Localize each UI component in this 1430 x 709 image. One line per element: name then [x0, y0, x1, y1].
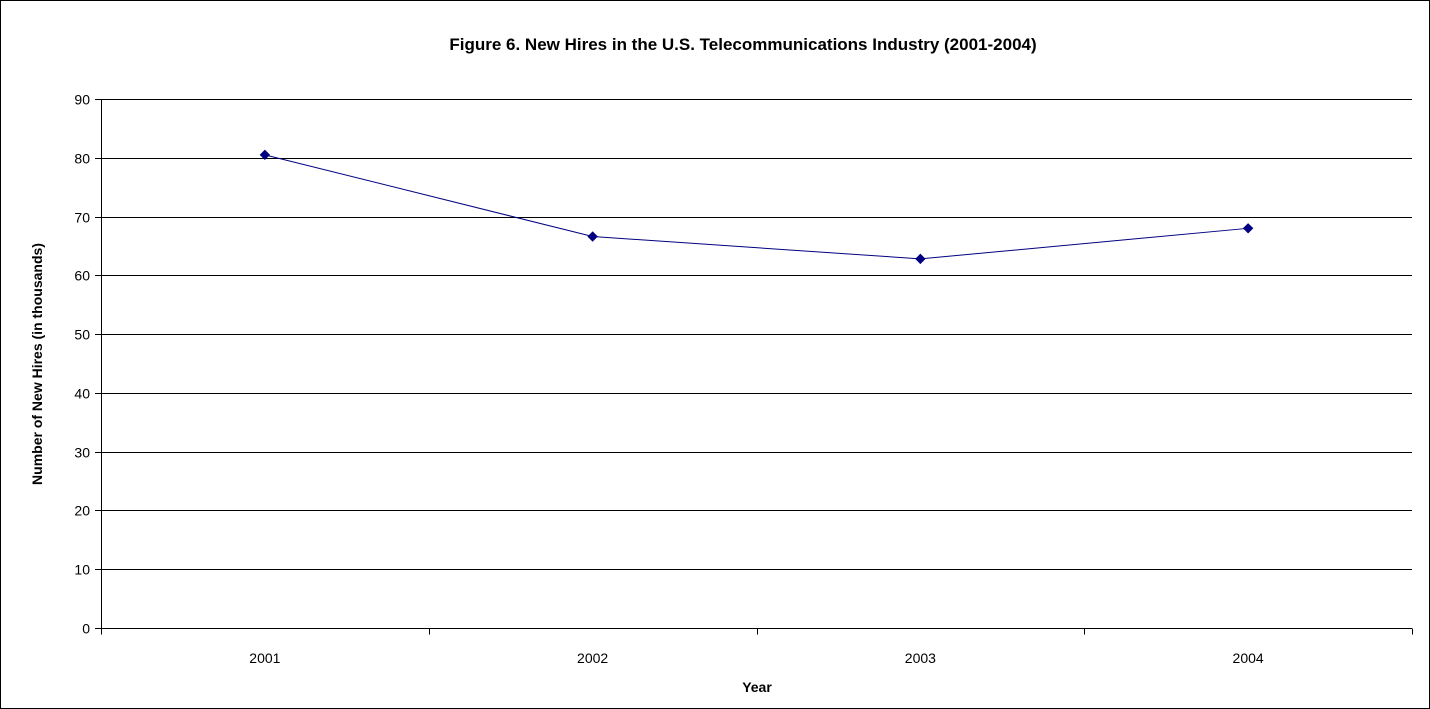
y-tick-label: 90 — [74, 92, 90, 108]
x-axis-title: Year — [742, 679, 772, 695]
y-tick-label: 60 — [74, 268, 90, 284]
y-tick-label: 10 — [74, 562, 90, 578]
series-line — [264, 154, 1249, 260]
data-point — [915, 253, 926, 265]
x-tick-label: 2002 — [577, 650, 608, 666]
data-point — [259, 149, 271, 161]
y-axis-title: Number of New Hires (in thousands) — [29, 243, 45, 485]
y-tick-label: 80 — [74, 151, 90, 167]
y-tick-label: 0 — [82, 621, 90, 637]
x-tick-label: 2004 — [1233, 650, 1264, 666]
x-tick-label: 2003 — [905, 650, 936, 666]
chart-title: Figure 6. New Hires in the U.S. Telecomm… — [449, 35, 1036, 54]
x-tick-labels: 2001 2002 2003 2004 — [249, 650, 1264, 666]
y-tick-label: 50 — [74, 327, 90, 343]
y-tick-label: 70 — [74, 210, 90, 226]
y-tick-label: 30 — [74, 445, 90, 461]
gridlines — [101, 99, 1412, 570]
axes — [95, 99, 1413, 635]
y-tick-label: 20 — [74, 503, 90, 519]
data-point — [587, 231, 598, 242]
y-tick-label: 40 — [74, 386, 90, 402]
series-group — [259, 149, 1254, 265]
data-point — [1242, 223, 1254, 234]
x-tick-label: 2001 — [249, 650, 280, 666]
y-tick-labels: 0 10 20 30 40 50 60 70 80 90 — [74, 92, 90, 637]
